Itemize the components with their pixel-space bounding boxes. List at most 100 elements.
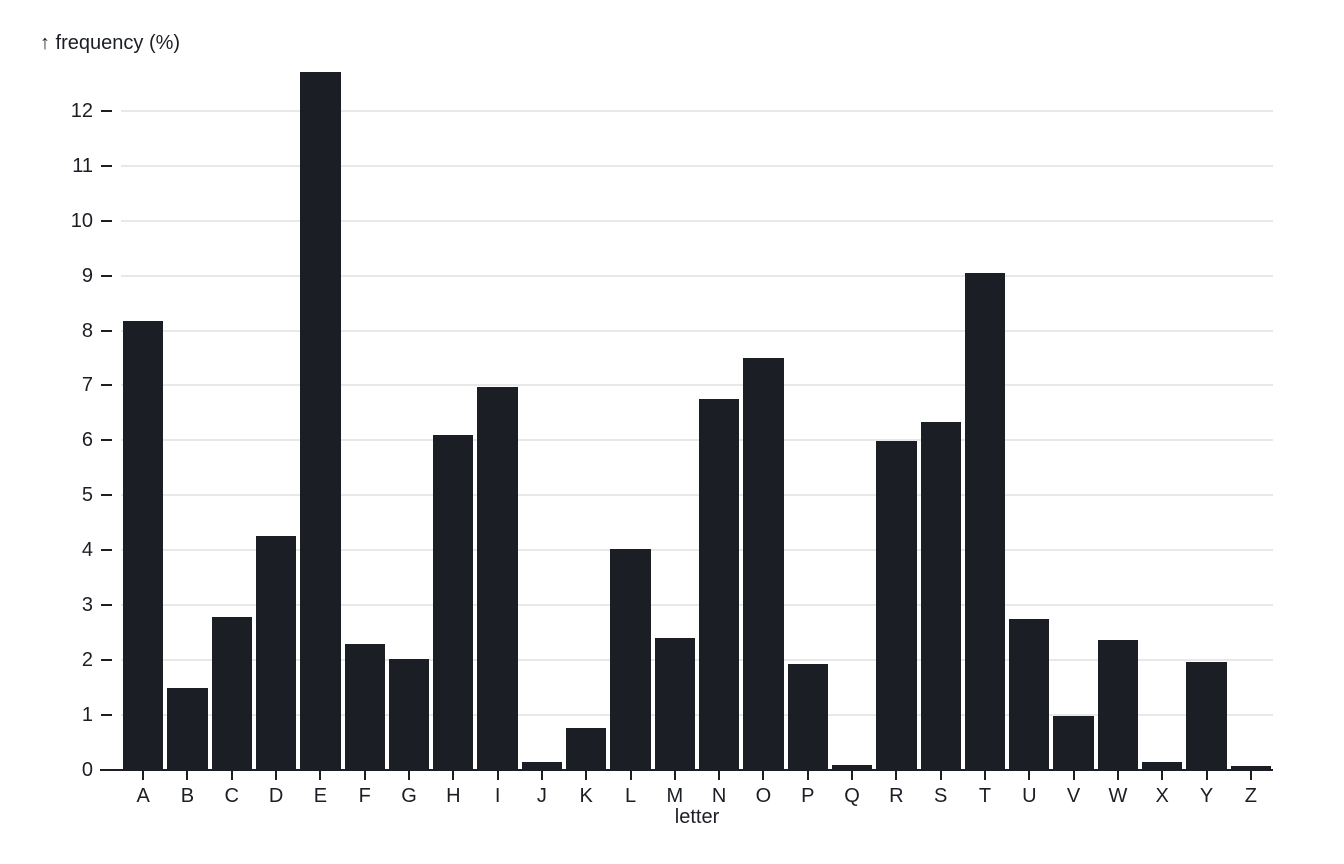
bar-T xyxy=(964,272,1006,770)
x-tick-mark-W xyxy=(1116,771,1119,780)
x-tick-label-H: H xyxy=(446,785,461,807)
y-tick-label-6: 6 xyxy=(81,429,93,452)
y-tick-label-3: 3 xyxy=(81,594,93,617)
bar-O xyxy=(743,357,784,770)
y-tick-label-1: 1 xyxy=(81,704,93,727)
bar-I xyxy=(477,387,518,770)
y-tick-mark-1 xyxy=(101,714,112,717)
x-tick-label-Z: Z xyxy=(1244,785,1257,807)
x-tick-mark-N xyxy=(718,771,721,780)
x-tick-mark-U xyxy=(1028,771,1031,780)
x-tick-mark-M xyxy=(673,771,676,780)
gridline-y-9 xyxy=(121,274,1273,277)
bar-L xyxy=(610,548,651,770)
bar-R xyxy=(876,441,917,770)
bar-M xyxy=(654,637,695,770)
x-tick-mark-J xyxy=(540,771,543,780)
x-axis-line xyxy=(100,769,1273,771)
y-tick-label-2: 2 xyxy=(81,649,93,672)
y-tick-label-11: 11 xyxy=(72,154,93,177)
bar-J xyxy=(521,761,563,770)
bar-D xyxy=(255,536,297,770)
y-tick-mark-4 xyxy=(101,549,112,552)
x-tick-label-B: B xyxy=(180,785,195,807)
bar-W xyxy=(1097,640,1139,770)
x-tick-mark-R xyxy=(895,771,898,780)
x-tick-label-D: D xyxy=(268,785,284,807)
x-tick-label-E: E xyxy=(313,785,328,807)
x-tick-mark-T xyxy=(984,771,986,780)
x-tick-mark-E xyxy=(319,771,322,780)
y-tick-mark-8 xyxy=(101,329,112,332)
x-tick-label-S: S xyxy=(934,785,948,807)
x-tick-mark-K xyxy=(585,771,588,780)
x-tick-label-K: K xyxy=(579,785,593,807)
y-tick-label-0: 0 xyxy=(81,759,93,781)
bar-Q xyxy=(831,764,873,770)
x-tick-mark-O xyxy=(762,771,765,780)
gridline-y-8 xyxy=(121,329,1273,332)
bar-B xyxy=(167,688,208,770)
x-tick-label-U: U xyxy=(1022,785,1037,807)
x-tick-label-G: G xyxy=(401,785,417,807)
y-tick-mark-3 xyxy=(101,604,112,607)
bar-A xyxy=(123,321,164,770)
x-tick-label-X: X xyxy=(1155,785,1169,807)
x-tick-mark-Y xyxy=(1205,771,1208,780)
gridline-y-11 xyxy=(121,164,1273,167)
bar-V xyxy=(1053,716,1094,770)
y-tick-mark-12 xyxy=(101,109,112,112)
y-tick-label-4: 4 xyxy=(81,539,93,562)
x-tick-label-O: O xyxy=(755,785,772,807)
x-tick-mark-P xyxy=(806,771,809,780)
x-tick-label-C: C xyxy=(224,785,239,807)
y-tick-mark-9 xyxy=(101,274,112,277)
bar-S xyxy=(920,422,961,770)
y-tick-mark-10 xyxy=(101,219,112,222)
x-tick-label-Y: Y xyxy=(1199,785,1214,807)
y-tick-mark-7 xyxy=(101,384,112,387)
y-tick-mark-2 xyxy=(101,659,112,662)
bar-K xyxy=(566,727,607,770)
bar-Z xyxy=(1230,765,1271,770)
x-axis-title: letter xyxy=(674,806,720,828)
x-tick-mark-Q xyxy=(851,771,854,780)
x-tick-mark-G xyxy=(408,771,410,780)
x-tick-label-N: N xyxy=(711,785,727,807)
bar-F xyxy=(344,644,385,770)
x-tick-mark-C xyxy=(230,771,233,780)
bar-N xyxy=(699,399,740,770)
x-tick-mark-F xyxy=(363,771,366,780)
gridline-y-10 xyxy=(121,219,1273,222)
bar-P xyxy=(787,664,828,770)
x-tick-mark-A xyxy=(142,771,145,780)
x-tick-mark-I xyxy=(496,771,499,780)
y-tick-label-10: 10 xyxy=(70,209,93,232)
x-tick-label-R: R xyxy=(889,785,904,807)
bar-E xyxy=(300,72,341,770)
x-tick-label-V: V xyxy=(1066,785,1081,807)
y-tick-label-5: 5 xyxy=(81,484,93,507)
gridline-y-12 xyxy=(121,109,1273,112)
x-tick-label-Q: Q xyxy=(844,785,860,807)
y-axis-title: ↑ frequency (%) xyxy=(40,32,181,54)
gridline-y-7 xyxy=(121,384,1273,387)
x-tick-mark-H xyxy=(452,771,455,780)
y-tick-label-9: 9 xyxy=(81,264,93,287)
x-tick-mark-B xyxy=(186,771,189,780)
y-tick-label-7: 7 xyxy=(81,374,93,397)
x-tick-mark-X xyxy=(1161,771,1164,780)
x-tick-label-T: T xyxy=(978,785,992,807)
gridline-y-5 xyxy=(121,494,1273,497)
x-tick-label-W: W xyxy=(1108,785,1128,807)
x-tick-mark-L xyxy=(629,771,632,780)
x-tick-mark-Z xyxy=(1249,771,1252,780)
bar-G xyxy=(388,659,430,770)
x-tick-mark-V xyxy=(1072,771,1075,780)
y-tick-label-12: 12 xyxy=(70,99,93,122)
bar-U xyxy=(1009,618,1050,770)
gridline-y-6 xyxy=(121,439,1273,442)
x-tick-label-J: J xyxy=(536,785,547,807)
x-tick-mark-S xyxy=(939,771,942,780)
